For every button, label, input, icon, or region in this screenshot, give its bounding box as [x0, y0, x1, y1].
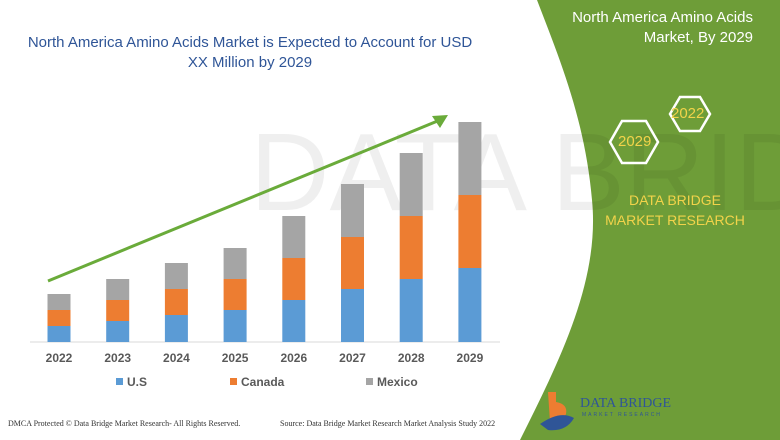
- x-tick-label: 2022: [46, 351, 73, 365]
- bar-Canada-2025: [223, 279, 247, 310]
- legend-swatch-Mexico: [366, 378, 373, 385]
- bar-Canada-2027: [341, 237, 364, 289]
- bar-Mexico-2024: [164, 263, 188, 289]
- footer-source: Source: Data Bridge Market Research Mark…: [280, 419, 496, 428]
- bar-Mexico-2029: [458, 122, 482, 195]
- x-tick-label: 2029: [457, 351, 484, 365]
- hex-2029: [608, 119, 660, 165]
- x-tick-label: 2023: [104, 351, 131, 365]
- bar-U.S-2028: [399, 279, 423, 342]
- logo-subtext: MARKET RESEARCH: [582, 412, 662, 418]
- bar-Mexico-2026: [282, 216, 306, 258]
- trend-arrow: [47, 118, 441, 283]
- legend-label: Canada: [241, 375, 285, 389]
- bar-Mexico-2027: [341, 184, 364, 237]
- panel-title: North America Amino Acids Market, By 202…: [572, 9, 753, 46]
- logo-icon: [540, 392, 574, 431]
- bar-Canada-2029: [458, 195, 482, 268]
- bar-Canada-2028: [399, 216, 423, 279]
- green-panel: [520, 0, 780, 440]
- x-tick-label: 2026: [280, 351, 307, 365]
- hex-2022: [668, 95, 712, 133]
- legend-swatch-Canada: [230, 378, 237, 385]
- bar-Canada-2026: [282, 258, 306, 300]
- bar-Canada-2024: [164, 289, 188, 315]
- x-tick-label: 2024: [163, 351, 190, 365]
- footer-copyright: DMCA Protected © Data Bridge Market Rese…: [8, 419, 241, 428]
- legend-label: Mexico: [377, 375, 418, 389]
- hex-label-2029: 2029: [618, 133, 652, 150]
- bar-Mexico-2022: [47, 294, 71, 310]
- bar-U.S-2022: [47, 326, 71, 342]
- bar-U.S-2025: [223, 310, 247, 342]
- trend-arrowhead: [432, 115, 448, 128]
- bar-Mexico-2023: [106, 279, 130, 300]
- bar-Canada-2022: [47, 310, 71, 326]
- logo-text: DATA BRIDGE: [580, 396, 672, 411]
- legend-swatch-U.S: [116, 378, 123, 385]
- bar-U.S-2029: [458, 268, 482, 342]
- hex-label-2022: 2022: [671, 105, 705, 122]
- x-tick-label: 2028: [398, 351, 425, 365]
- bar-U.S-2024: [164, 315, 188, 342]
- legend-label: U.S: [127, 375, 147, 389]
- stacked-bar-chart: 2022 2023 2024 2025 2026 2027 2028 2029 U.S Canad…: [30, 115, 500, 389]
- bar-Mexico-2028: [399, 153, 423, 216]
- brand-text: DATA BRIDGE MARKET RESEARCH: [605, 192, 745, 228]
- bar-Canada-2023: [106, 300, 130, 321]
- x-tick-label: 2027: [339, 351, 366, 365]
- bar-U.S-2026: [282, 300, 306, 342]
- bar-Mexico-2025: [223, 248, 247, 279]
- chart-title: North America Amino Acids Market is Expe…: [27, 34, 473, 71]
- bar-U.S-2027: [341, 289, 364, 342]
- x-tick-label: 2025: [222, 351, 249, 365]
- bar-U.S-2023: [106, 321, 130, 342]
